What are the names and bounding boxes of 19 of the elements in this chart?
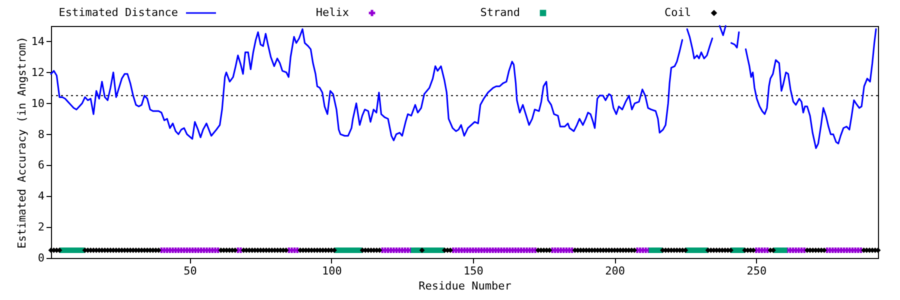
x-axis-title: Residue Number	[418, 280, 512, 292]
y-tick-label: 8	[38, 128, 44, 141]
y-tick-label: 12	[31, 66, 44, 79]
y-axis-title: Estimated Accuracy (in Angstrom)	[15, 36, 28, 248]
x-tick-label: 250	[746, 264, 767, 278]
y-tick-label: 14	[31, 34, 45, 48]
x-tick-label: 100	[322, 264, 342, 278]
legend-label: Strand	[480, 6, 520, 19]
x-tick-label: 50	[184, 264, 197, 278]
x-tick-label: 150	[464, 264, 484, 278]
x-tick-label: 200	[605, 264, 626, 278]
y-tick-label: 10	[31, 96, 44, 110]
y-tick-label: 2	[38, 220, 44, 234]
legend-label: Helix	[316, 6, 350, 19]
y-tick-label: 4	[38, 190, 45, 203]
y-tick-label: 0	[38, 252, 44, 264]
y-tick-label: 6	[38, 158, 44, 172]
legend-label: Coil	[664, 6, 691, 19]
legend-label: Estimated Distance	[58, 6, 178, 19]
